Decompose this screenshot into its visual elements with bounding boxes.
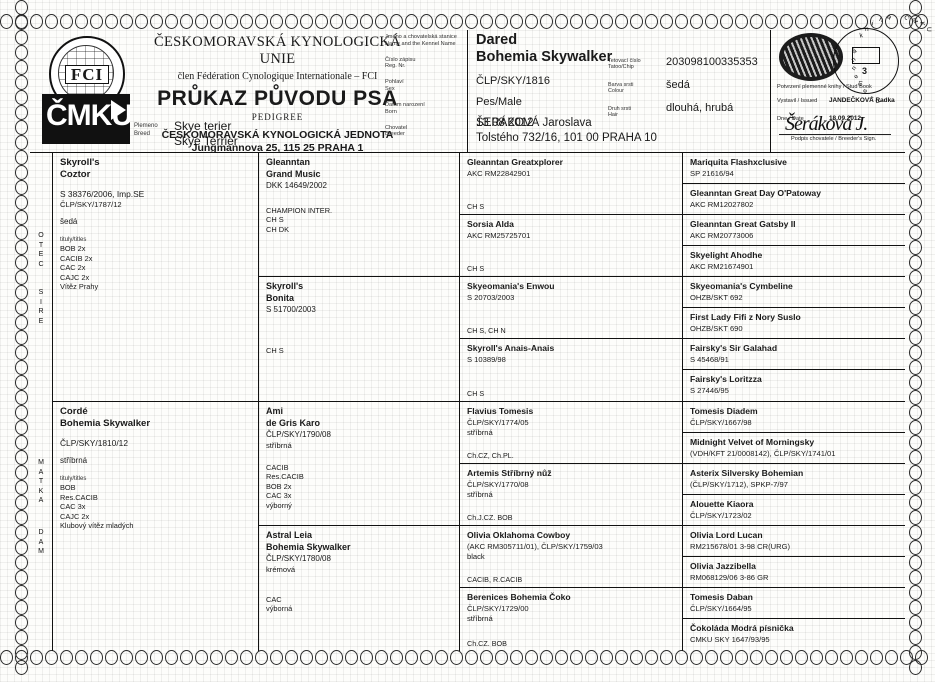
pedigree-cell-g3-5: Flavius Tomesis ČLP/SKY/1774/05 stříbrná… bbox=[460, 402, 682, 464]
pedigree-cell-g4-8: Fairsky's Loritzza S 27446/95 bbox=[683, 370, 905, 402]
breeder-address: Tolstého 732/16, 101 00 PRAHA 10 bbox=[476, 132, 657, 144]
breeder-block: ŠERÁKOVÁ Jaroslava Tolstého 732/16, 101 … bbox=[476, 116, 776, 146]
dog-kennel-name: Bohemia Skywalker bbox=[476, 49, 613, 65]
pedigree-cell-g4-4: Skyelight Ahodhe AKC RM21674901 bbox=[683, 246, 905, 277]
label-sex: Pohlaví Sex bbox=[385, 79, 404, 92]
signature-label: Podpis chovatele / Breeder's Sign. bbox=[791, 136, 877, 142]
label-born: Datum narození Born bbox=[385, 102, 425, 115]
stamp-number: 3 bbox=[862, 66, 868, 76]
label-reg-nr: Číslo zápisu Reg. Nr. bbox=[385, 56, 416, 70]
colour-value: šedá bbox=[666, 79, 690, 91]
fci-logo-text: FCI bbox=[64, 64, 110, 84]
fci-membership-line: člen Fédération Cynologique Internationa… bbox=[177, 71, 378, 82]
pedigree-cell-g4-1: Mariquita Flashxclusive SP 21616/94 bbox=[683, 153, 905, 184]
border-chain-bottom bbox=[0, 650, 935, 665]
label-hair: Druh srsti Hair bbox=[608, 105, 632, 119]
label-colour: Barva srsti Colour bbox=[608, 81, 634, 95]
field-labels-column: Jméno a chovatelská stanice Name and the… bbox=[385, 34, 460, 147]
breeder-signature-icon: Šeráková J. bbox=[785, 113, 868, 135]
pedigree-cell-dam: Cordé Bohemia Skywalker ČLP/SKY/1810/12 … bbox=[60, 406, 151, 531]
pedigree-cell-g4-9: Tomesis Diadem ČLP/SKY/1667/98 bbox=[683, 402, 905, 433]
pedigree-cell-g2-2: Skyroll's Bonita S 51700/2003 CH S bbox=[259, 277, 459, 402]
pedigree-cell-g3-8: Berenices Bohemia Čoko ČLP/SKY/1729/00 s… bbox=[467, 592, 571, 648]
breed-label: Plemeno Breed bbox=[134, 123, 158, 137]
pedigree-cell-g3-1: Gleanntan Greatxplorer AKC RM22842901 CH… bbox=[460, 153, 682, 215]
cmku-logo-icon: ČMKU bbox=[42, 94, 130, 144]
pedigree-cell-g4-5: Skyeomania's Cymbeline OHZB/SKT 692 bbox=[683, 277, 905, 308]
pedigree-cell-g4-12: Alouette Kiaora ČLP/SKY/1723/02 bbox=[683, 495, 905, 526]
signature-rule bbox=[779, 134, 891, 135]
breeder-name: ŠERÁKOVÁ Jaroslava bbox=[476, 117, 592, 129]
pedigree-cell-g2-3: Ami de Gris Karo ČLP/SKY/1790/08 stříbrn… bbox=[259, 402, 459, 526]
fci-logo-icon: FCI bbox=[49, 36, 125, 112]
issued-label: Vystavil / Issued bbox=[777, 98, 818, 104]
breed-cs: Skye terier bbox=[174, 119, 232, 133]
pedigree-cell-g4-10: Midnight Velvet of Morningsky (VDH/KFT 2… bbox=[683, 433, 905, 464]
generation-1-column: Skyroll's Coztor S 38376/2006, Imp.SE ČL… bbox=[53, 153, 259, 651]
dog-birth-date: 13.08.2012 bbox=[476, 117, 534, 129]
date-label: Dne / Date bbox=[777, 116, 804, 122]
pedigree-cell-g3-3: Skyeomania's Enwou S 20703/2003 CH S, CH… bbox=[460, 277, 682, 339]
label-tattoo-chip: Tetovací číslo Tatoo/Chip bbox=[608, 58, 641, 71]
title-block: ČESKOMORAVSKÁ KYNOLOGICKÁ UNIE člen Fédé… bbox=[140, 34, 415, 154]
breed-en: Skye Terrier bbox=[174, 134, 238, 148]
pedigree-cell-g2-1: Gleanntan Grand Music DKK 14649/2002 CHA… bbox=[259, 153, 459, 277]
hair-value: dlouhá, hrubá bbox=[666, 102, 734, 114]
pedigree-cell-g4-13: Olivia Lord Lucan RM215678/01 3-98 CR(UR… bbox=[683, 526, 905, 557]
pedigree-cell-g4-11: Asterix Silversky Bohemian (ČLP/SKY/1712… bbox=[683, 464, 905, 495]
cmku-logo-text: ČMKU bbox=[46, 99, 130, 132]
pedigree-cell-g4-7: Fairsky's Sir Galahad S 45468/91 bbox=[683, 339, 905, 370]
pedigree-sheet: FCI ČMKU ČESKOMORAVSKÁ KYNOLOGICKÁ UNIE … bbox=[30, 14, 932, 652]
issuer-address: Jungmannova 25, 115 25 PRAHA 1 bbox=[191, 142, 364, 154]
pedigree-cell-g3-2: Sorsia Alda AKC RM25725701 CH S bbox=[460, 215, 682, 277]
pedigree-cell-g3-4: Skyroll's Anais-Anais S 10389/98 CH S bbox=[460, 339, 682, 402]
pedigree-cell-g3-7: Olivia Oklahoma Cowboy (AKC RM305711/01)… bbox=[460, 526, 682, 588]
pedigree-cell-g4-2: Gleanntan Great Day O'Patoway AKC RM1202… bbox=[683, 184, 905, 215]
document-header: FCI ČMKU ČESKOMORAVSKÁ KYNOLOGICKÁ UNIE … bbox=[30, 14, 932, 154]
pedigree-cell-g3-6: Artemis Stříbrný nůž ČLP/SKY/1770/08 stř… bbox=[460, 464, 682, 526]
breed-value: Skye terier Skye Terrier bbox=[174, 119, 238, 149]
embossed-seal-icon bbox=[779, 33, 843, 81]
border-chain-top bbox=[0, 14, 935, 29]
mid-field-values: 203098100335353 šedá dlouhá, hrubá bbox=[666, 56, 758, 125]
generation-2-column: Gleanntan Grand Music DKK 14649/2002 CHA… bbox=[259, 153, 460, 651]
label-breeder: Chovatel Breeder bbox=[385, 124, 408, 138]
mid-field-labels: Tetovací číslo Tatoo/Chip Barva srsti Co… bbox=[608, 58, 656, 129]
stamp-inner-mark bbox=[852, 47, 880, 64]
issue-date-value: 18.09.2012 bbox=[829, 115, 861, 122]
logo-group: FCI ČMKU bbox=[38, 34, 134, 144]
pedigree-cell-g2-4: Astral Leia Bohemia Skywalker ČLP/SKY/17… bbox=[266, 530, 351, 614]
generation-3-column: Gleanntan Greatxplorer AKC RM22842901 CH… bbox=[460, 153, 683, 651]
studbook-label: Potvrzení plemenné knihy / Stud Book bbox=[777, 84, 872, 90]
pedigree-cell-g4-6: First Lady Fifi z Nory Suslo OHZB/SKT 69… bbox=[683, 308, 905, 339]
pedigree-cell-sire: Skyroll's Coztor S 38376/2006, Imp.SE ČL… bbox=[53, 153, 258, 402]
pedigree-cell-g4-3: Gleanntan Great Gatsby II AKC RM20773006 bbox=[683, 215, 905, 246]
document-title-cs: PRŮKAZ PŮVODU PSA bbox=[157, 87, 398, 110]
pedigree-cell-g4-15: Tomesis Daban ČLP/SKY/1664/95 bbox=[683, 588, 905, 619]
border-chain-right bbox=[908, 0, 922, 682]
dog-identity-block: Dared Bohemia Skywalker ČLP/SKY/1816 Pes… bbox=[476, 32, 636, 129]
label-name-kennel: Jméno a chovatelská stanice Name and the… bbox=[385, 34, 457, 47]
dog-sex: Pes/Male bbox=[476, 96, 522, 108]
dog-registration-number: ČLP/SKY/1816 bbox=[476, 75, 550, 87]
border-chain-left bbox=[14, 0, 28, 682]
tattoo-chip-value: 203098100335353 bbox=[666, 56, 758, 68]
pedigree-cell-g4-16: Čokoláda Modrá písnička CMKU SKY 1647/93… bbox=[690, 623, 794, 644]
issuer-name: ČESKOMORAVSKÁ KYNOLOGICKÁ JEDNOTA bbox=[161, 129, 394, 141]
header-divider bbox=[467, 30, 469, 152]
organization-name: ČESKOMORAVSKÁ KYNOLOGICKÁ UNIE bbox=[154, 34, 401, 67]
round-stamp-icon: 3 bbox=[833, 28, 899, 94]
pedigree-cell-g4-14: Olivia Jazzibella RM068129/06 3-86 GR bbox=[683, 557, 905, 588]
issued-by-value: JANDEČKOVÁ Radka bbox=[829, 97, 895, 104]
document-title-en: PEDIGREE bbox=[251, 112, 304, 122]
dog-name: Dared bbox=[476, 32, 518, 48]
generation-4-column: Mariquita Flashxclusive SP 21616/94 Glea… bbox=[683, 153, 905, 651]
